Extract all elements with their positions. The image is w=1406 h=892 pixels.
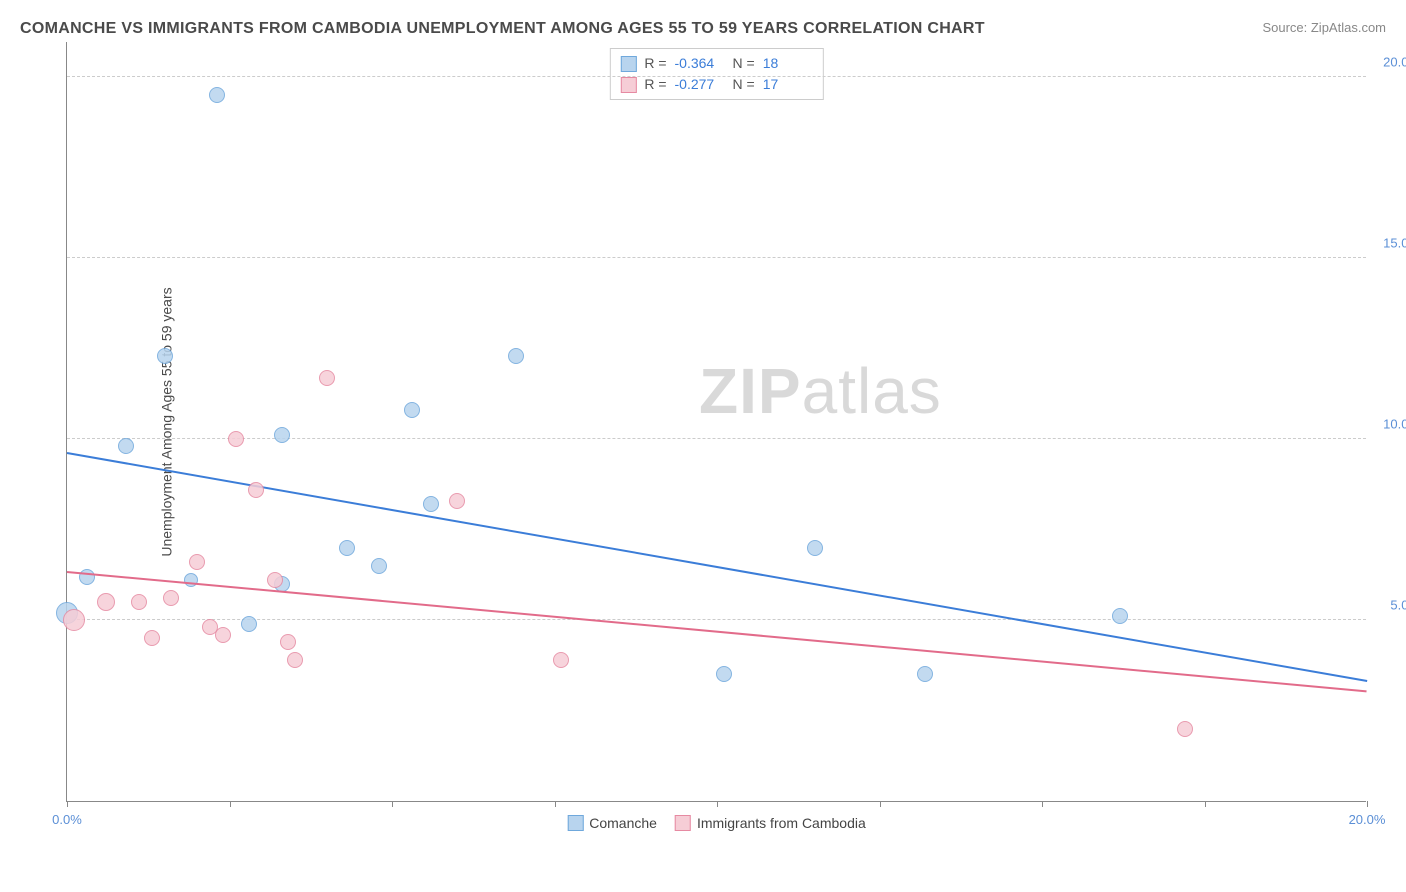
x-tick xyxy=(1042,801,1043,807)
data-point xyxy=(280,634,296,650)
x-tick xyxy=(880,801,881,807)
data-point xyxy=(404,402,420,418)
data-point xyxy=(63,609,85,631)
data-point xyxy=(202,619,218,635)
scatter-plot: ZIPatlas R =-0.364N =18R =-0.277N =17 Co… xyxy=(66,42,1366,802)
x-tick xyxy=(717,801,718,807)
y-tick-label: 15.0% xyxy=(1383,236,1406,251)
data-point xyxy=(807,540,823,556)
watermark: ZIPatlas xyxy=(699,354,942,428)
legend-label: Immigrants from Cambodia xyxy=(697,815,866,831)
data-point xyxy=(241,616,257,632)
x-tick xyxy=(555,801,556,807)
data-point xyxy=(917,666,933,682)
data-point xyxy=(157,348,173,364)
legend-label: Comanche xyxy=(589,815,657,831)
y-tick-label: 10.0% xyxy=(1383,417,1406,432)
gridline xyxy=(67,438,1366,439)
legend-item: Comanche xyxy=(567,815,657,831)
x-tick xyxy=(392,801,393,807)
data-point xyxy=(163,590,179,606)
gridline xyxy=(67,257,1366,258)
x-tick xyxy=(67,801,68,807)
data-point xyxy=(339,540,355,556)
data-point xyxy=(371,558,387,574)
data-point xyxy=(248,482,264,498)
y-tick-label: 20.0% xyxy=(1383,55,1406,70)
data-point xyxy=(189,554,205,570)
gridline xyxy=(67,76,1366,77)
data-point xyxy=(716,666,732,682)
data-point xyxy=(1177,721,1193,737)
data-point xyxy=(228,431,244,447)
n-value: 18 xyxy=(763,53,813,74)
x-tick xyxy=(230,801,231,807)
data-point xyxy=(144,630,160,646)
r-label: R = xyxy=(644,53,666,74)
y-tick-label: 5.0% xyxy=(1390,598,1406,613)
data-point xyxy=(423,496,439,512)
data-point xyxy=(79,569,95,585)
legend-swatch xyxy=(675,815,691,831)
data-point xyxy=(508,348,524,364)
x-tick xyxy=(1367,801,1368,807)
correlation-legend: R =-0.364N =18R =-0.277N =17 xyxy=(609,48,823,100)
x-tick-label: 0.0% xyxy=(52,812,82,827)
legend-swatch xyxy=(620,56,636,72)
data-point xyxy=(274,427,290,443)
data-point xyxy=(449,493,465,509)
legend-stat-row: R = -0.364 N = 18 xyxy=(620,53,812,74)
x-tick-label: 20.0% xyxy=(1349,812,1386,827)
data-point xyxy=(319,370,335,386)
data-point xyxy=(131,594,147,610)
data-point xyxy=(553,652,569,668)
data-point xyxy=(1112,608,1128,624)
x-tick xyxy=(1205,801,1206,807)
gridline xyxy=(67,619,1366,620)
data-point xyxy=(184,573,198,587)
data-point xyxy=(118,438,134,454)
data-point xyxy=(97,593,115,611)
data-point xyxy=(267,572,283,588)
legend-swatch xyxy=(620,77,636,93)
data-point xyxy=(209,87,225,103)
n-label: N = xyxy=(733,53,755,74)
series-legend: Comanche Immigrants from Cambodia xyxy=(567,815,866,831)
legend-swatch xyxy=(567,815,583,831)
source-label: Source: ZipAtlas.com xyxy=(1262,20,1386,35)
r-value: -0.364 xyxy=(675,53,725,74)
chart-title: COMANCHE VS IMMIGRANTS FROM CAMBODIA UNE… xyxy=(20,20,985,38)
data-point xyxy=(287,652,303,668)
legend-item: Immigrants from Cambodia xyxy=(675,815,866,831)
